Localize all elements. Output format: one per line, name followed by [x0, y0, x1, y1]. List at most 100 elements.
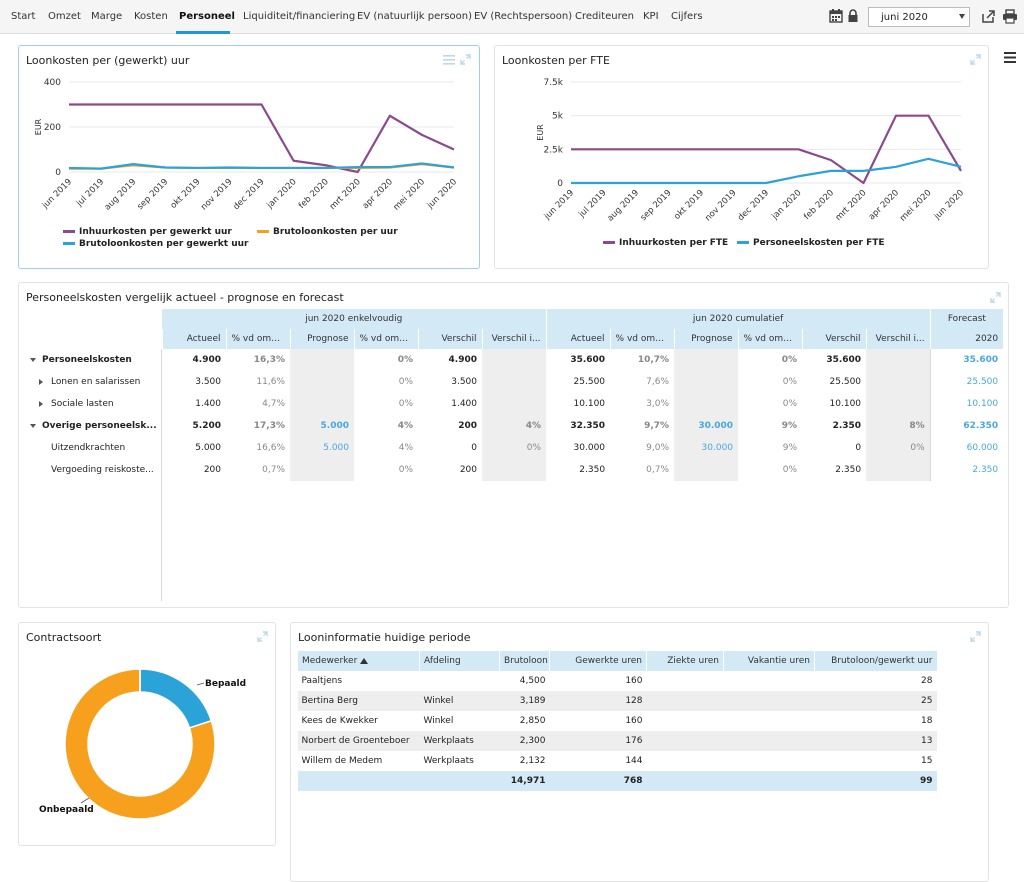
- expand-icon[interactable]: [970, 631, 981, 642]
- nav-ev-natuurlijk-persoon[interactable]: EV (natuurlijk persoon): [357, 11, 473, 22]
- legend-label[interactable]: Inhuurkosten per FTE: [619, 238, 728, 248]
- empty-cell: [290, 503, 354, 525]
- collapse-icon[interactable]: [30, 423, 36, 428]
- table-cell: [866, 459, 931, 481]
- menu-icon[interactable]: [443, 55, 455, 65]
- table-cell: 25: [814, 691, 937, 711]
- empty-cell: [546, 481, 610, 503]
- column-header[interactable]: % vd omzet: [353, 329, 418, 349]
- x-tick-label: sep 2019: [135, 177, 170, 212]
- column-header[interactable]: Prognose: [289, 329, 354, 349]
- legend-label[interactable]: Personeelskosten per FTE: [753, 238, 885, 248]
- table-cell: 10,7%: [637, 355, 670, 365]
- nav-kosten[interactable]: Kosten: [134, 11, 168, 22]
- expand-icon[interactable]: [460, 54, 471, 65]
- row-label[interactable]: Overige personeelsk...: [25, 415, 162, 437]
- empty-cell: [930, 525, 1003, 547]
- expand-row-icon[interactable]: [39, 400, 43, 407]
- column-header[interactable]: Ziekte uren: [646, 651, 724, 671]
- panel-title: Contractsoort: [26, 631, 102, 644]
- slice-label: Onbepaald: [39, 805, 94, 815]
- x-tick-label: nov 2019: [199, 177, 234, 212]
- nav-personeel[interactable]: Personeel: [179, 11, 235, 22]
- empty-cell: [738, 503, 802, 525]
- row-label[interactable]: Uitzendkrachten: [25, 437, 162, 459]
- empty-cell: [25, 525, 162, 547]
- column-header[interactable]: Actueel: [161, 329, 226, 349]
- pie-slice[interactable]: [64, 668, 216, 820]
- expand-icon[interactable]: [990, 292, 1001, 303]
- column-header[interactable]: Brutoloon: [499, 651, 550, 671]
- table-row[interactable]: Willem de Medem Werkplaats 2,132 144 15: [298, 751, 937, 771]
- expand-icon[interactable]: [257, 631, 268, 642]
- period-select[interactable]: juni 2020: [868, 7, 970, 27]
- legend-label[interactable]: Brutoloonkosten per gewerkt uur: [79, 239, 249, 249]
- nav-ev-rechtspersoon[interactable]: EV (Rechtspersoon): [474, 11, 573, 22]
- empty-cell: [482, 525, 546, 547]
- series-line[interactable]: [571, 157, 962, 185]
- nav-start[interactable]: Start: [11, 11, 36, 22]
- table-cell: 35.600: [570, 355, 606, 365]
- series-line[interactable]: [68, 162, 455, 170]
- empty-cell: [25, 569, 162, 591]
- calendar-icon[interactable]: [828, 8, 844, 24]
- column-header[interactable]: Afdeling: [419, 651, 500, 671]
- column-header[interactable]: Brutoloon/gewerkt uur: [814, 651, 937, 671]
- column-header[interactable]: Medewerker: [297, 651, 420, 671]
- column-header-label: Medewerker: [302, 656, 358, 666]
- legend-label[interactable]: Brutoloonkosten per uur: [273, 227, 398, 237]
- column-header[interactable]: Verschil: [801, 329, 867, 349]
- column-header[interactable]: Vakantie uren: [723, 651, 815, 671]
- print-icon[interactable]: [1002, 8, 1018, 24]
- column-header[interactable]: Prognose: [673, 329, 739, 349]
- empty-cell: [25, 547, 162, 569]
- empty-cell: [482, 547, 546, 569]
- expand-icon[interactable]: [970, 54, 981, 65]
- table-row[interactable]: Kees de Kwekker Winkel 2,850 160 18: [298, 711, 937, 731]
- y-tick-label: 5k: [552, 112, 564, 122]
- table-row[interactable]: Norbert de Groenteboer Werkplaats 2,300 176…: [297, 731, 937, 751]
- row-label[interactable]: Lonen en salarissen: [25, 371, 162, 393]
- row-label[interactable]: Vergoeding reiskoste...: [25, 459, 162, 481]
- nav-liquiditeit[interactable]: Liquiditeit/financiering: [243, 11, 356, 22]
- column-header[interactable]: Verschil: [417, 329, 482, 349]
- column-header[interactable]: 2020: [929, 329, 1004, 349]
- table-row: Sociale lasten 1.400 4,7% 0% 1.400 10.100 3,0%…: [25, 393, 1004, 415]
- series-line[interactable]: [571, 114, 962, 185]
- pie-slice[interactable]: [139, 668, 213, 729]
- table-cell: 0%: [866, 437, 931, 459]
- legend-label[interactable]: Inhuurkosten per gewerkt uur: [79, 227, 232, 237]
- table-cell: 4,500: [519, 676, 546, 686]
- panel-personeelskosten-vergelijk: Personeelskosten vergelijk actueel - pro…: [18, 282, 1009, 608]
- row-label[interactable]: Sociale lasten: [25, 393, 162, 415]
- column-header[interactable]: % vd omzet: [737, 329, 803, 349]
- nav-marge[interactable]: Marge: [91, 11, 123, 22]
- lock-icon[interactable]: [845, 8, 861, 24]
- column-header[interactable]: Gewerkte uren: [549, 651, 647, 671]
- column-header[interactable]: Verschil i...: [865, 329, 931, 349]
- column-header[interactable]: % vd omzet: [609, 329, 675, 349]
- table-cell: 30.000: [573, 443, 606, 453]
- expand-row-icon[interactable]: [39, 378, 43, 385]
- table-row[interactable]: Bertina Berg Winkel 3,189 128 25: [297, 691, 937, 711]
- table-cell: Kees de Kwekker: [301, 716, 378, 726]
- column-header[interactable]: Actueel: [545, 329, 611, 349]
- column-header[interactable]: % vd omzet: [225, 329, 290, 349]
- column-header[interactable]: Verschil i...: [481, 329, 547, 349]
- table-cell: 0%: [782, 465, 798, 475]
- table-cell: 10.100: [573, 399, 606, 409]
- table-row[interactable]: Paaltjens 4,500 160 28: [298, 671, 937, 691]
- nav-omzet[interactable]: Omzet: [48, 11, 81, 22]
- nav-crediteuren[interactable]: Crediteuren: [575, 11, 634, 22]
- table-cell: 9%: [781, 421, 798, 431]
- row-label[interactable]: Personeelskosten: [25, 349, 162, 371]
- menu-icon[interactable]: [1004, 52, 1016, 63]
- nav-kpi[interactable]: KPI: [643, 11, 659, 22]
- nav-cijfers[interactable]: Cijfers: [671, 11, 703, 22]
- collapse-icon[interactable]: [30, 357, 36, 362]
- empty-cell: [162, 569, 226, 591]
- series-line[interactable]: [69, 103, 455, 174]
- share-icon[interactable]: [980, 8, 996, 24]
- table-cell: [724, 751, 815, 771]
